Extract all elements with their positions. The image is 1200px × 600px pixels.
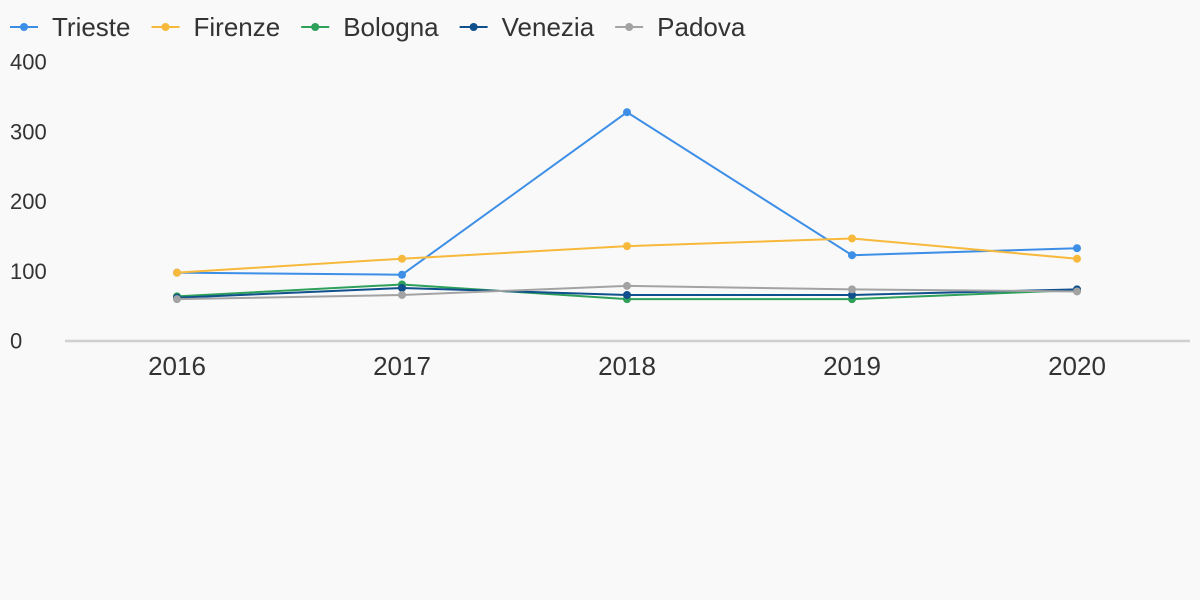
data-point-padova: [173, 295, 181, 304]
data-point-firenze: [623, 242, 631, 251]
legend-item-bologna[interactable]: Bologna: [301, 12, 439, 42]
x-tick-label: 2019: [823, 351, 881, 381]
x-tick-label: 2018: [598, 351, 656, 381]
y-axis: 0 100 200 300 400: [10, 50, 47, 354]
data-point-firenze: [173, 268, 181, 277]
series-firenze: [173, 234, 1081, 277]
x-tick-label: 2016: [148, 351, 206, 381]
series-trieste: [173, 108, 1081, 279]
data-point-padova: [1073, 287, 1081, 296]
data-point-padova: [848, 285, 856, 294]
y-tick-label: 400: [10, 50, 47, 75]
chart-legend: Trieste Firenze Bologna Venezia Padova: [10, 12, 746, 42]
data-point-trieste: [1073, 244, 1081, 253]
data-point-trieste: [623, 108, 631, 117]
legend-dot-marker: [625, 23, 634, 31]
data-point-padova: [623, 281, 631, 290]
data-point-firenze: [398, 254, 406, 263]
legend-label: Venezia: [502, 12, 595, 42]
legend-label: Bologna: [343, 12, 439, 42]
legend-item-firenze[interactable]: Firenze: [151, 12, 281, 42]
data-point-padova: [398, 290, 406, 299]
data-point-firenze: [848, 234, 856, 243]
legend-dot-marker: [311, 23, 320, 31]
y-tick-label: 100: [10, 259, 47, 284]
series-line-trieste: [176, 111, 1078, 276]
data-point-venezia: [848, 290, 856, 299]
legend-dot-marker: [161, 23, 170, 31]
legend-dot-marker: [20, 23, 28, 31]
legend-dot-marker: [469, 23, 478, 31]
legend-item-venezia[interactable]: Venezia: [459, 12, 595, 42]
data-point-trieste: [848, 251, 856, 260]
data-point-firenze: [1073, 254, 1081, 263]
y-tick-label: 0: [10, 329, 22, 354]
data-point-trieste: [398, 270, 406, 279]
legend-label: Trieste: [52, 12, 131, 42]
x-axis: 2016 2017 2018 2019 2020: [148, 351, 1106, 381]
y-tick-label: 300: [10, 119, 47, 144]
legend-label: Padova: [657, 12, 746, 42]
legend-label: Firenze: [194, 12, 281, 42]
chart-series: [173, 108, 1081, 304]
x-tick-label: 2017: [373, 351, 431, 381]
data-point-venezia: [623, 290, 631, 299]
series-padova: [173, 281, 1081, 304]
legend-item-trieste[interactable]: Trieste: [10, 12, 131, 42]
x-tick-label: 2020: [1048, 351, 1106, 381]
legend-item-padova[interactable]: Padova: [615, 12, 746, 42]
y-tick-label: 200: [10, 189, 47, 214]
data-point-venezia: [398, 283, 406, 292]
